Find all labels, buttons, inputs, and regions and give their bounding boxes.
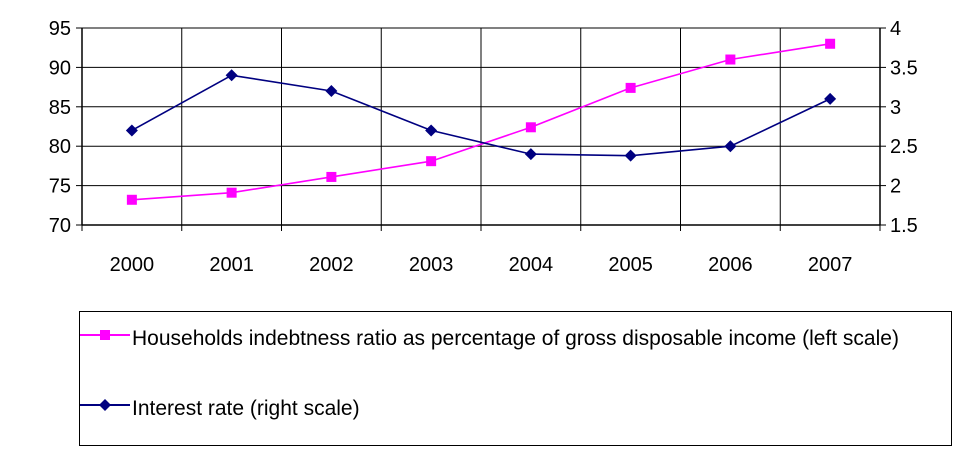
legend-swatch-navy-diamond-icon [80, 399, 130, 411]
chart-legend: Households indebtness ratio as percentag… [79, 311, 952, 446]
point-marker-indebtedness [525, 122, 536, 133]
legend-entry-interest-rate: Interest rate (right scale) [80, 394, 942, 424]
y-right-tick-label: 3.5 [890, 57, 918, 79]
line-chart: 70 75 80 85 90 95 1.5 2 2.5 3 3.5 4 2000 2001 2002 2003… [49, 18, 918, 276]
y-left-tick-label: 85 [49, 97, 71, 119]
series-line-indebtedness [131, 43, 831, 201]
legend-entry-indebtedness: Households indebtness ratio as percentag… [80, 324, 942, 354]
point-marker-indebtedness [426, 156, 437, 167]
y-left-tick-label: 70 [49, 215, 71, 237]
point-marker-indebtedness [625, 82, 636, 93]
y-left-tick-label: 95 [49, 18, 71, 40]
x-tick-label: 2007 [808, 254, 853, 276]
x-tick-label: 2006 [708, 254, 753, 276]
y-left-tick-label: 75 [49, 176, 71, 198]
point-marker-indebtedness [326, 171, 337, 182]
point-marker-interest-rate [724, 140, 737, 153]
point-marker-interest-rate [524, 148, 537, 161]
point-marker-interest-rate [624, 149, 637, 162]
y-right-tick-label: 1.5 [890, 215, 918, 237]
y-right-tick-label: 3 [890, 97, 901, 119]
point-marker-indebtedness [725, 54, 736, 65]
point-marker-interest-rate [325, 85, 338, 98]
legend-swatch-pink-square-icon [80, 330, 130, 340]
x-tick-label: 2000 [110, 254, 155, 276]
point-marker-indebtedness [226, 187, 237, 198]
chart-tick-labels: 70 75 80 85 90 95 1.5 2 2.5 3 3.5 4 2000 2001 2002 2003… [49, 18, 918, 276]
chart-gridlines [81, 27, 881, 226]
legend-label-interest-rate: Interest rate (right scale) [132, 397, 360, 420]
x-tick-label: 2003 [409, 254, 454, 276]
y-left-tick-label: 90 [49, 57, 71, 79]
chart-series-lines [131, 43, 831, 201]
x-tick-label: 2005 [608, 254, 653, 276]
series-line-interest-rate [131, 74, 831, 157]
point-marker-interest-rate [824, 92, 837, 105]
legend-label-indebtedness: Households indebtness ratio as percentag… [132, 327, 899, 350]
x-tick-label: 2001 [209, 254, 254, 276]
x-tick-label: 2004 [509, 254, 554, 276]
y-right-tick-label: 2 [890, 176, 901, 198]
point-marker-interest-rate [125, 124, 138, 137]
x-tick-label: 2002 [309, 254, 354, 276]
y-right-tick-label: 4 [890, 18, 901, 40]
chart-axes [76, 27, 886, 231]
point-marker-indebtedness [825, 38, 836, 49]
y-left-tick-label: 80 [49, 136, 71, 158]
point-marker-interest-rate [225, 69, 238, 82]
chart-markers [125, 38, 837, 205]
y-right-tick-label: 2.5 [890, 136, 918, 158]
point-marker-interest-rate [425, 124, 438, 137]
point-marker-indebtedness [126, 194, 137, 205]
